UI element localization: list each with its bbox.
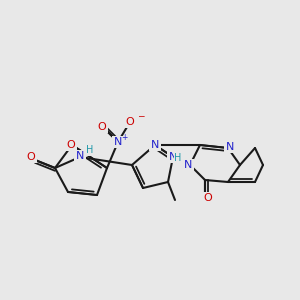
Text: N: N — [151, 140, 159, 150]
Text: N: N — [184, 160, 192, 170]
Text: H: H — [86, 145, 94, 155]
Text: O: O — [67, 140, 75, 150]
Text: +: + — [121, 133, 127, 142]
Text: N: N — [226, 142, 234, 152]
Text: N: N — [114, 137, 122, 147]
Text: H: H — [174, 153, 182, 163]
Text: N: N — [76, 151, 84, 161]
Text: −: − — [137, 111, 145, 120]
Text: N: N — [169, 152, 177, 162]
Text: O: O — [126, 117, 134, 127]
Text: O: O — [27, 152, 35, 162]
Text: O: O — [204, 193, 212, 203]
Text: O: O — [98, 122, 106, 132]
